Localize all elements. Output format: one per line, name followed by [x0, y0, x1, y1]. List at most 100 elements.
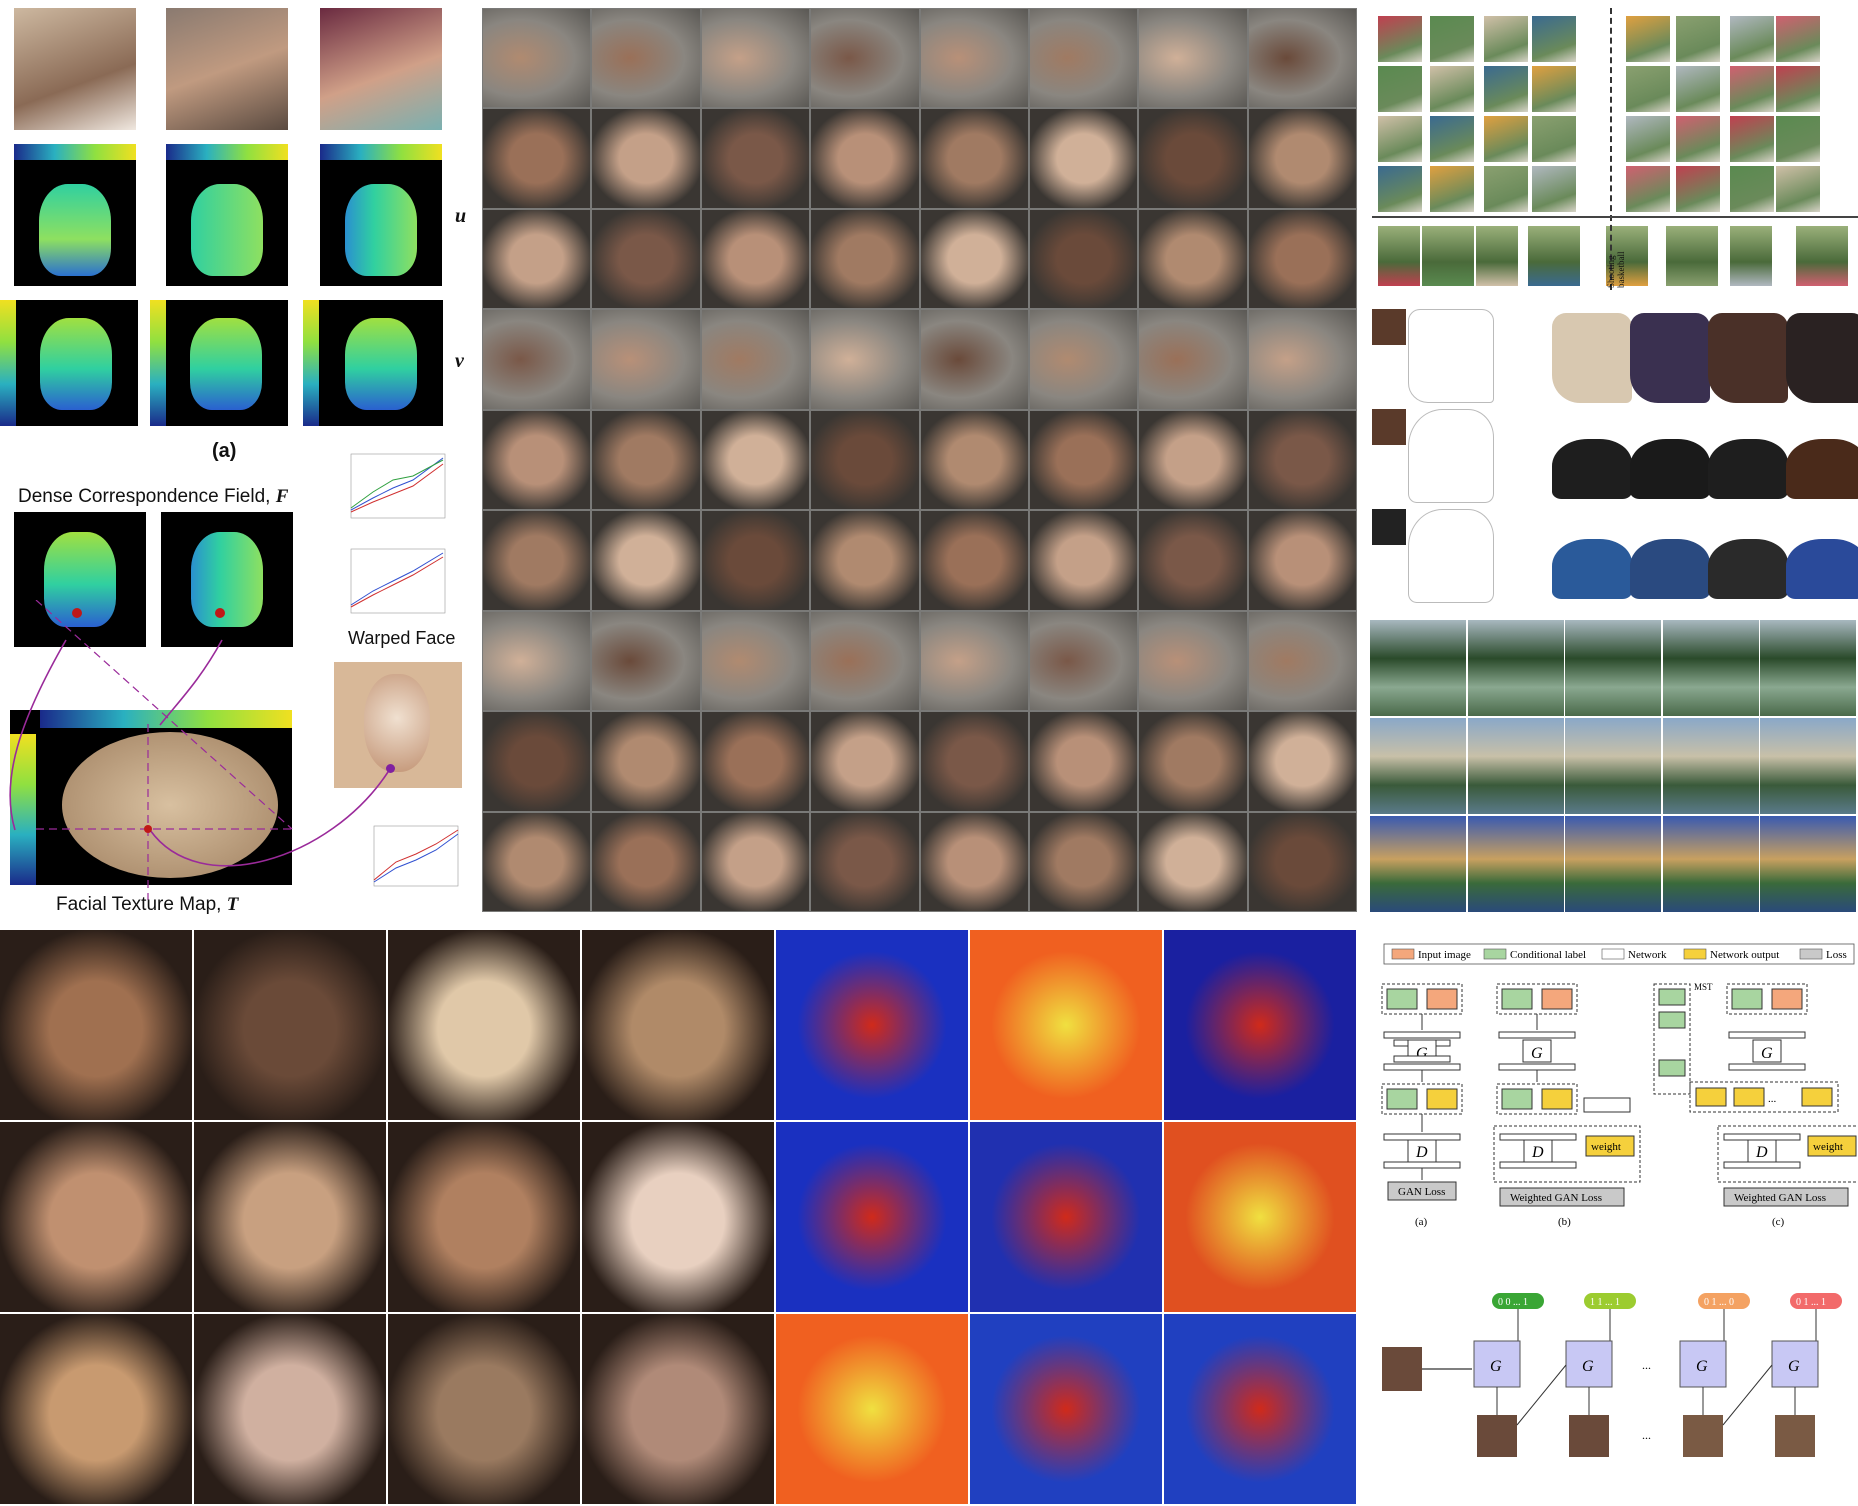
- shoe-photo: [1708, 539, 1788, 599]
- face-tile: [592, 511, 700, 610]
- shoe-photo: [1708, 313, 1788, 403]
- face-tile: [1139, 9, 1247, 108]
- source-face: [1382, 1347, 1422, 1391]
- step-1: 0 0 ... 1 G: [1473, 1293, 1544, 1457]
- legend-swatch-input: [1391, 948, 1415, 960]
- arch-caption-b: (b): [1558, 1216, 1571, 1228]
- action-frame: [1378, 16, 1422, 62]
- arch-a-D: D: [1415, 1144, 1428, 1161]
- shoe-thumb: [1372, 509, 1406, 545]
- face-tile: [811, 812, 919, 911]
- caption-a: (a): [212, 440, 237, 462]
- legend-loss: Loss: [1826, 949, 1847, 961]
- shoe-photo: [1552, 439, 1632, 499]
- legend-swatch-out: [1683, 948, 1707, 960]
- action-frame: [1676, 116, 1720, 162]
- face-pose-grid: [482, 8, 1357, 912]
- action-frame-bottom: [1422, 226, 1474, 286]
- heatmap: [970, 930, 1162, 1120]
- celeb-face: [582, 1314, 774, 1504]
- architecture-diagram: Input image Conditional label Network Ne…: [1381, 943, 1858, 1228]
- action-frame: [1532, 166, 1576, 212]
- celeb-face: [388, 1314, 580, 1504]
- heatmap: [1164, 930, 1356, 1120]
- celeb-face: [194, 1122, 386, 1312]
- arch-c-dots: ...: [1768, 1093, 1777, 1105]
- face-tile: [1029, 712, 1138, 811]
- face-tile: [483, 511, 591, 610]
- action-frame-bottom: [1796, 226, 1848, 286]
- face-tile: [701, 712, 810, 811]
- face-tile: [1139, 712, 1247, 811]
- shoe-grid: [1372, 305, 1858, 605]
- face-tile: [811, 712, 919, 811]
- celeb-face: [388, 930, 580, 1120]
- action-frame: [1484, 116, 1528, 162]
- face-tile: [811, 611, 919, 711]
- action-frame: [1626, 66, 1670, 112]
- face-tile: [701, 611, 810, 711]
- landscape-tile: [1565, 620, 1662, 716]
- landscape-tile: [1565, 816, 1662, 912]
- shoe-photo: [1708, 439, 1788, 499]
- mini-chart-3: [373, 825, 459, 887]
- face-tile: [1248, 9, 1356, 108]
- shoe-thumb: [1372, 309, 1406, 345]
- face-tile: [701, 209, 810, 309]
- action-frame: [1532, 116, 1576, 162]
- action-label-text: Shooting basketball: [1606, 251, 1626, 289]
- u-map-2: [166, 144, 288, 286]
- face-tile: [920, 310, 1028, 409]
- arch-a-loss: GAN Loss: [1398, 1186, 1445, 1198]
- face-tile: [920, 209, 1028, 309]
- face-tile: [1248, 209, 1356, 309]
- arch-c-loss: Weighted GAN Loss: [1734, 1192, 1826, 1204]
- v-map-2: [150, 300, 288, 426]
- face-tile: [701, 812, 810, 911]
- landscape-tile: [1662, 718, 1759, 814]
- action-frame: [1776, 116, 1820, 162]
- dcf-map-1: [14, 512, 146, 647]
- landscape-tile: [1760, 816, 1857, 912]
- mini-chart-2: [350, 548, 446, 614]
- face-tile: [920, 712, 1028, 811]
- action-frame: [1730, 116, 1774, 162]
- action-frame-bottom: [1528, 226, 1580, 286]
- code-3: 0 1 ... 0: [1704, 1297, 1734, 1308]
- face-tile: [811, 410, 919, 510]
- action-frame: [1430, 116, 1474, 162]
- action-frame: [1730, 166, 1774, 212]
- action-label-shooting: Shooting basketball: [1606, 222, 1626, 289]
- heatmap: [776, 1314, 968, 1504]
- action-frame: [1626, 116, 1670, 162]
- step-n: 0 1 ... 1 G: [1722, 1293, 1842, 1457]
- landscape-grid: [1370, 620, 1858, 912]
- action-frame: [1676, 16, 1720, 62]
- seq-G-2: G: [1582, 1358, 1594, 1375]
- action-frame-bottom: [1666, 226, 1718, 286]
- action-frame: [1378, 166, 1422, 212]
- texture-title-text: Facial Texture Map,: [56, 894, 227, 915]
- arch-c-D: D: [1755, 1144, 1768, 1161]
- landscape-tile: [1370, 816, 1466, 912]
- action-frame: [1430, 16, 1474, 62]
- legend-cond: Conditional label: [1510, 949, 1586, 961]
- landscape-tile: [1760, 718, 1857, 814]
- face-tile: [1139, 209, 1247, 309]
- seq-dots-2: ...: [1642, 1428, 1651, 1442]
- face-heatmap-grid: [0, 930, 1358, 1506]
- face-tile: [592, 310, 700, 409]
- heatmap: [970, 1314, 1162, 1504]
- u-map-1: [14, 144, 136, 286]
- seq-G-4: G: [1788, 1358, 1800, 1375]
- heatmap: [970, 1122, 1162, 1312]
- landscape-tile: [1370, 718, 1466, 814]
- face-tile: [920, 410, 1028, 510]
- landscape-tile: [1467, 718, 1564, 814]
- celeb-face: [582, 930, 774, 1120]
- landscape-tile: [1662, 816, 1759, 912]
- celeb-face: [388, 1122, 580, 1312]
- uv-panel: u v (a) Dense Correspondence Field, F Wa…: [0, 0, 475, 920]
- face-tile: [483, 712, 591, 811]
- arch-c-mst: MST: [1694, 982, 1713, 992]
